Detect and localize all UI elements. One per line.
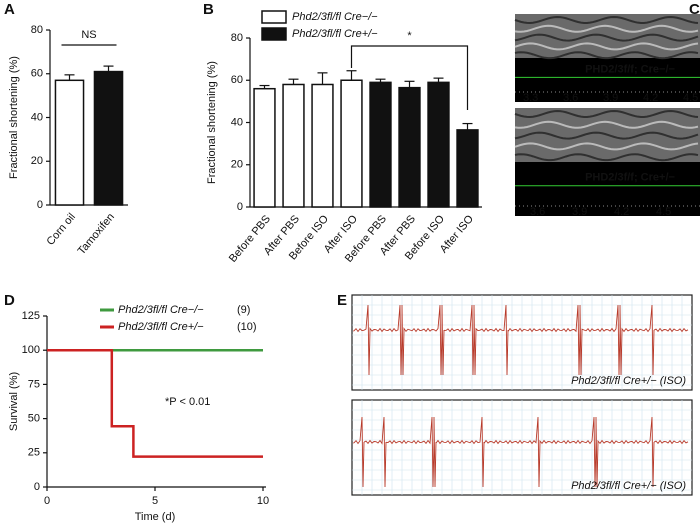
y-tick-label: 60 <box>31 68 43 80</box>
echo-band <box>514 109 699 118</box>
error-bar <box>433 77 444 83</box>
legend-label: Phd2/3fl/fl Cre+/− <box>292 28 378 40</box>
echo-band <box>514 33 699 42</box>
legend-label: Phd2/3fl/fl Cre−/− <box>292 11 378 23</box>
y-tick-label: 0 <box>34 481 40 493</box>
echo-band <box>514 131 699 140</box>
bar <box>311 83 334 208</box>
y-tick-label: 0 <box>237 201 243 213</box>
panel-label: B <box>203 1 214 18</box>
legend-swatch <box>261 10 287 24</box>
panel-label: C <box>689 1 700 18</box>
legend-swatch <box>261 27 287 41</box>
bar <box>369 81 392 208</box>
echo-tick: 4.5 <box>683 92 698 104</box>
bar <box>427 81 450 208</box>
x-tick-label: Corn oil <box>44 211 78 248</box>
echo-band <box>514 24 699 33</box>
y-tick-label: 20 <box>31 155 43 167</box>
annotation: * <box>407 30 412 42</box>
ecg-label: Phd2/3fl/fl Cre+/− (ISO) <box>571 375 686 387</box>
echo-band <box>514 42 699 51</box>
echo-tick: 3.3 <box>523 92 538 104</box>
error-bar <box>375 78 386 83</box>
x-tick-label: 10 <box>257 495 269 507</box>
ecg-trace <box>353 304 689 376</box>
echo-tick: 4.2 <box>614 206 629 218</box>
panel-label: D <box>4 292 15 309</box>
bar <box>93 70 124 206</box>
bar <box>282 83 305 208</box>
echo-band <box>514 15 699 24</box>
y-tick-label: 100 <box>22 344 40 356</box>
y-tick-label: 0 <box>37 199 43 211</box>
ecg-label: Phd2/3fl/fl Cre+/− (ISO) <box>571 480 686 492</box>
y-tick-label: 75 <box>28 378 40 390</box>
echo-band <box>514 153 699 162</box>
y-tick-label: 40 <box>31 111 43 123</box>
bar <box>398 86 421 208</box>
legend-count: (9) <box>237 304 250 316</box>
y-axis-label: Fractional shortening (%) <box>8 56 20 179</box>
bracket <box>350 45 469 110</box>
echo-tick: 4.2 <box>643 92 658 104</box>
panel-label: A <box>4 1 15 18</box>
echo-tick: 4.5 <box>656 206 671 218</box>
annotation: *P < 0.01 <box>165 396 210 408</box>
error-bar <box>64 74 75 81</box>
y-tick-label: 50 <box>28 413 40 425</box>
echo-band <box>514 142 699 151</box>
echo-tick: 3.9 <box>603 92 618 104</box>
annotation: NS <box>81 29 96 41</box>
y-tick-label: 20 <box>231 159 243 171</box>
bar <box>456 129 479 208</box>
error-bar <box>288 78 299 85</box>
y-tick-label: 25 <box>28 447 40 459</box>
x-tick-label: 5 <box>152 495 158 507</box>
ecg-trace <box>353 416 689 488</box>
x-axis-label: Time (d) <box>135 511 176 523</box>
x-tick-label: Before PBS <box>227 213 273 265</box>
error-bar <box>404 80 415 88</box>
error-bar <box>317 72 328 85</box>
error-bar <box>462 122 473 130</box>
legend-label: Phd2/3fl/fl Cre+/− <box>118 321 204 333</box>
echo-label: PHD2/3f/f; Cre+/− <box>585 172 675 184</box>
x-tick-label: 0 <box>44 495 50 507</box>
error-bar <box>259 84 270 89</box>
echo-tick: 3.6 <box>530 206 545 218</box>
error-bar <box>103 65 114 72</box>
bar <box>340 79 363 208</box>
echo-band <box>514 51 699 60</box>
y-axis-label: Fractional shortening (%) <box>206 61 218 184</box>
error-bar <box>346 70 357 81</box>
echo-tick: 3.6 <box>563 92 578 104</box>
echo-tick: 3.9 <box>572 206 587 218</box>
echo-band <box>514 120 699 129</box>
bar <box>54 79 85 206</box>
panel-label: E <box>337 292 347 309</box>
x-tick-label: Tamoxifen <box>76 211 117 257</box>
y-tick-label: 80 <box>31 24 43 36</box>
survival-line <box>47 348 263 458</box>
echo-label: PHD2/3f/f; Cre−/− <box>585 63 675 75</box>
y-axis-label: Survival (%) <box>8 372 20 431</box>
y-tick-label: 60 <box>231 74 243 86</box>
bar <box>253 87 276 208</box>
y-tick-label: 40 <box>231 116 243 128</box>
y-tick-label: 125 <box>22 310 40 322</box>
legend-count: (10) <box>237 321 257 333</box>
legend-label: Phd2/3fl/fl Cre−/− <box>118 304 204 316</box>
y-tick-label: 80 <box>231 32 243 44</box>
